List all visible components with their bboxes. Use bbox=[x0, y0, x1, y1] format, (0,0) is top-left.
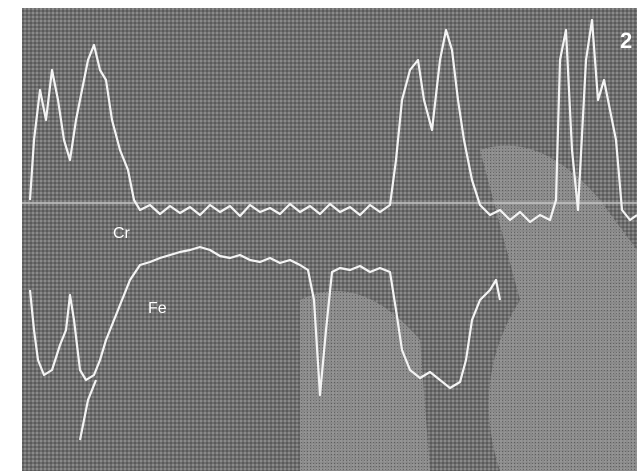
cr-trace bbox=[28, 18, 637, 224]
figure-number: 2 bbox=[620, 28, 632, 53]
fe-trace bbox=[28, 245, 502, 441]
fe-label: Fe bbox=[148, 300, 167, 317]
cr-label: Cr bbox=[113, 225, 131, 242]
specimen-texture bbox=[300, 145, 637, 471]
